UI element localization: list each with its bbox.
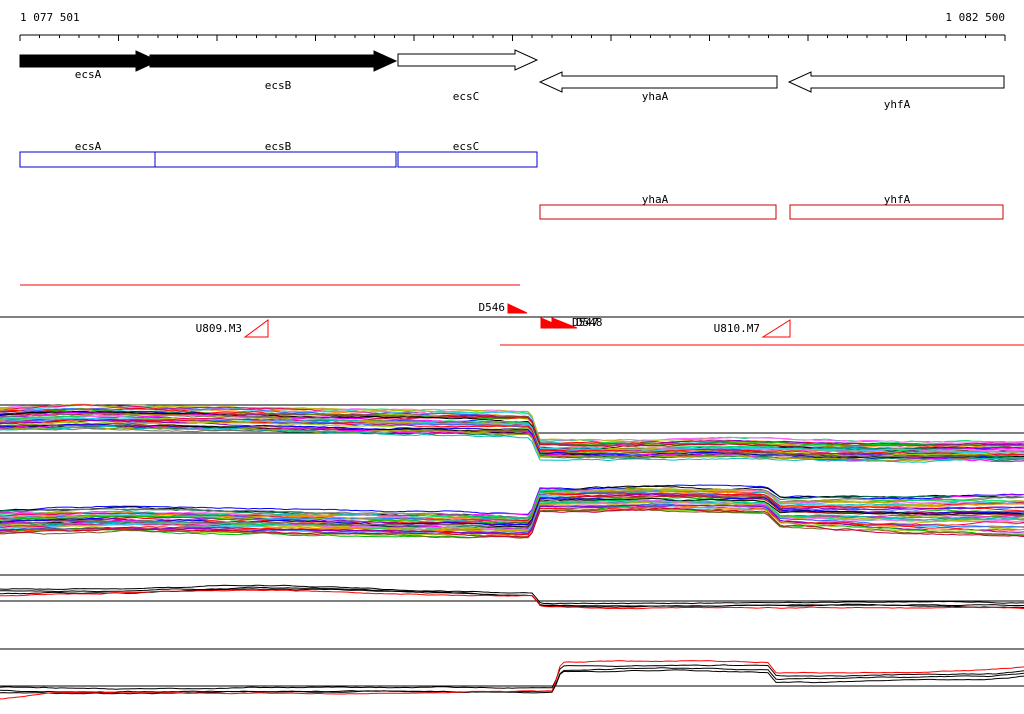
summary-trace — [0, 586, 1024, 607]
tu-box-yhfA[interactable] — [789, 204, 1004, 220]
expression-trace — [0, 418, 1024, 457]
summary-trace — [0, 584, 1024, 605]
tu-label-ecsB: ecsB — [265, 140, 292, 153]
ruler-end-label: 1 082 500 — [945, 11, 1005, 24]
gene-label-ecsA: ecsA — [75, 68, 102, 81]
gene-arrow-ecsB[interactable] — [149, 50, 398, 72]
tu-label-yhfA: yhfA — [884, 193, 911, 206]
tu-box-ecsA[interactable] — [19, 151, 156, 168]
expression-trace — [0, 507, 1024, 538]
expression-trace — [0, 427, 1024, 460]
expression-trace — [0, 425, 1024, 463]
expression-trace — [0, 489, 1024, 519]
shift-marker-D546[interactable] — [507, 303, 528, 314]
gene-arrow-yhfA[interactable] — [787, 71, 1005, 93]
shift-label-U810.M7: U810.M7 — [714, 322, 760, 335]
expression-trace — [0, 500, 1024, 531]
summary-trace — [0, 660, 1024, 700]
shift-marker-U809.M3[interactable] — [243, 319, 269, 338]
tu-label-ecsC: ecsC — [453, 140, 480, 153]
expression-trace — [0, 424, 1024, 463]
gene-arrow-ecsA[interactable] — [19, 50, 160, 72]
expression-trace — [0, 497, 1024, 526]
expression-trace — [0, 426, 1024, 462]
tu-label-ecsA: ecsA — [75, 140, 102, 153]
gene-label-yhaA: yhaA — [642, 90, 669, 103]
ruler-start-label: 1 077 501 — [20, 11, 80, 24]
tu-label-yhaA: yhaA — [642, 193, 669, 206]
gene-arrow-ecsC[interactable] — [397, 49, 539, 71]
summary-trace — [0, 589, 1024, 610]
shift-label-D548: D548 — [576, 316, 603, 329]
expression-trace — [0, 492, 1024, 525]
summary-trace — [0, 669, 1024, 695]
summary-trace — [0, 664, 1024, 690]
gene-arrow-yhaA[interactable] — [538, 71, 778, 93]
shift-marker-D548[interactable] — [551, 317, 578, 329]
tu-box-ecsB[interactable] — [154, 151, 397, 168]
shift-label-D547: D547 — [572, 316, 599, 329]
shift-label-D546: D546 — [479, 301, 506, 314]
gene-label-ecsB: ecsB — [265, 79, 292, 92]
tu-box-yhaA[interactable] — [539, 204, 777, 220]
expression-trace — [0, 504, 1024, 535]
gene-label-yhfA: yhfA — [884, 98, 911, 111]
gene-label-ecsC: ecsC — [453, 90, 480, 103]
shift-label-U809.M3: U809.M3 — [196, 322, 242, 335]
tu-box-ecsC[interactable] — [397, 151, 538, 168]
expression-trace — [0, 423, 1024, 460]
shift-marker-U810.M7[interactable] — [761, 319, 791, 338]
